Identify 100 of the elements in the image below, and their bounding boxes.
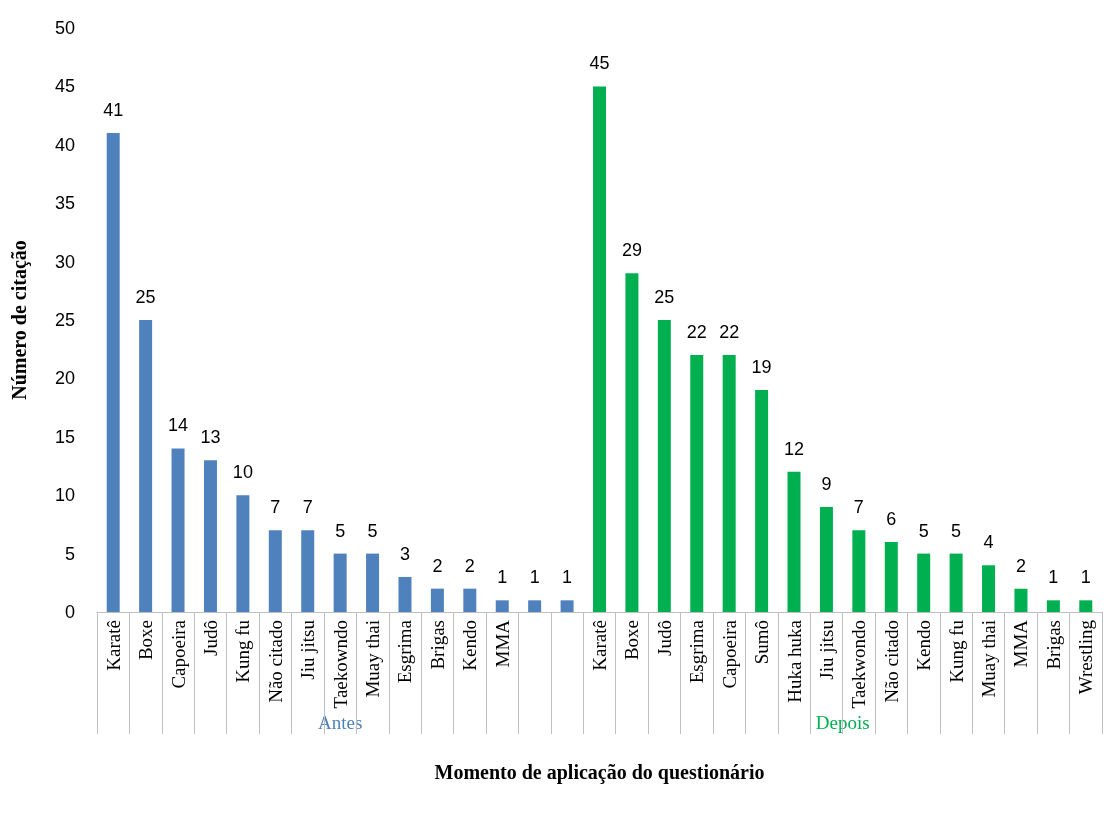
data-label: 10	[232, 462, 253, 483]
x-tick-label: Huka huka	[783, 619, 805, 703]
data-label: 2	[464, 555, 475, 576]
x-tick-label: Judô	[653, 620, 675, 656]
x-tick-label: Não citado	[880, 620, 902, 703]
bar	[593, 86, 606, 612]
data-label: 22	[719, 322, 740, 343]
data-label: 5	[335, 520, 346, 541]
bar	[1079, 600, 1093, 612]
bar	[301, 530, 315, 612]
bar	[657, 320, 671, 612]
data-label: 14	[168, 415, 189, 436]
x-tick-label: Esgrima	[394, 619, 416, 684]
y-tick-label: 45	[54, 76, 75, 97]
bar	[884, 541, 898, 612]
x-tick-label: Boxe	[621, 620, 643, 661]
y-tick-label: 25	[54, 310, 75, 330]
x-tick-label: Judô	[199, 620, 221, 656]
data-label: 5	[951, 520, 962, 541]
y-tick-label: 30	[54, 251, 75, 272]
data-label: 1	[497, 567, 508, 588]
y-tick-label: 15	[54, 426, 75, 447]
x-tick-label: Muay thai	[978, 620, 1000, 698]
y-axis-title: Número de citação	[8, 240, 31, 400]
data-label: 7	[853, 497, 864, 518]
data-label: 1	[562, 567, 573, 588]
y-tick-label: 10	[54, 485, 75, 506]
x-tick-label: Sumô	[751, 620, 773, 665]
x-tick-label: Boxe	[135, 620, 157, 661]
y-tick-label: 35	[54, 193, 75, 214]
x-tick-label: Wrestling	[1075, 619, 1097, 695]
bar	[430, 588, 444, 612]
y-tick-label: 5	[64, 543, 75, 564]
x-tick-label: Capoeira	[167, 619, 189, 689]
data-label: 19	[751, 357, 772, 378]
y-tick-label: 0	[64, 602, 75, 622]
x-tick-label: Taekwondo	[848, 620, 870, 709]
bar	[1014, 588, 1028, 612]
x-tick-label: Muay thai	[362, 620, 384, 698]
bar	[398, 576, 412, 612]
bar	[819, 506, 833, 612]
bar	[755, 390, 769, 612]
x-tick-label: Taekowndo	[329, 620, 351, 709]
x-tick-label: Karatê	[589, 620, 610, 671]
data-label: 1	[1048, 567, 1059, 588]
data-label: 41	[103, 100, 124, 121]
x-tick-label: Kendo	[459, 620, 481, 671]
bar	[366, 553, 380, 612]
x-tick-label: Kung fu	[945, 619, 967, 683]
x-tick-label: Kendo	[913, 620, 935, 671]
data-label: 7	[302, 497, 313, 518]
bar	[787, 471, 801, 612]
x-tick-label: Jiu jitsu	[297, 619, 319, 680]
bar	[139, 320, 153, 612]
data-label: 25	[135, 287, 156, 307]
data-label: 3	[399, 543, 410, 564]
bar	[236, 495, 250, 612]
bar	[203, 460, 217, 612]
data-label: 4	[983, 532, 994, 553]
x-tick-label: Kung fu	[232, 619, 254, 683]
x-tick-label: Jiu jitsu	[815, 619, 837, 680]
bar	[690, 355, 704, 612]
x-tick-label: MMA	[1010, 619, 1032, 668]
data-label: 7	[270, 497, 281, 518]
data-label: 2	[1015, 555, 1026, 576]
x-axis-title: Momento de aplicação do questionário	[434, 761, 765, 784]
text: Depois	[815, 711, 870, 733]
bar	[333, 553, 347, 612]
x-tick-label: MMA	[491, 619, 513, 668]
bar	[982, 565, 996, 612]
bar	[1046, 600, 1060, 612]
bar	[495, 600, 509, 612]
data-label: 45	[589, 53, 610, 74]
bar	[528, 600, 542, 612]
data-label: 25	[654, 287, 675, 307]
x-tick-label: Não citado	[264, 620, 286, 703]
data-label: 22	[686, 322, 707, 343]
x-tick-label: Brigas	[1042, 620, 1064, 670]
x-tick-label: Capoeira	[718, 619, 740, 689]
data-label: 6	[886, 508, 897, 529]
bar	[463, 588, 477, 612]
data-label: 5	[918, 520, 929, 541]
data-label: 2	[432, 555, 443, 576]
y-tick-label: 40	[54, 134, 75, 155]
bar	[917, 553, 931, 612]
bar	[560, 600, 574, 612]
x-tick-label: Karatê	[102, 620, 124, 671]
x-tick-label: Brigas	[426, 620, 448, 670]
y-tick-label: 50	[54, 18, 75, 38]
data-label: 29	[621, 240, 642, 261]
bar	[171, 448, 185, 612]
bar	[625, 273, 639, 612]
bar	[722, 355, 736, 612]
x-tick-label: Esgrima	[686, 619, 708, 684]
bar	[949, 553, 963, 612]
data-label: 1	[1080, 567, 1091, 588]
data-label: 9	[821, 473, 832, 494]
bar	[106, 133, 120, 612]
data-label: 5	[367, 520, 378, 541]
data-label: 13	[200, 427, 221, 448]
